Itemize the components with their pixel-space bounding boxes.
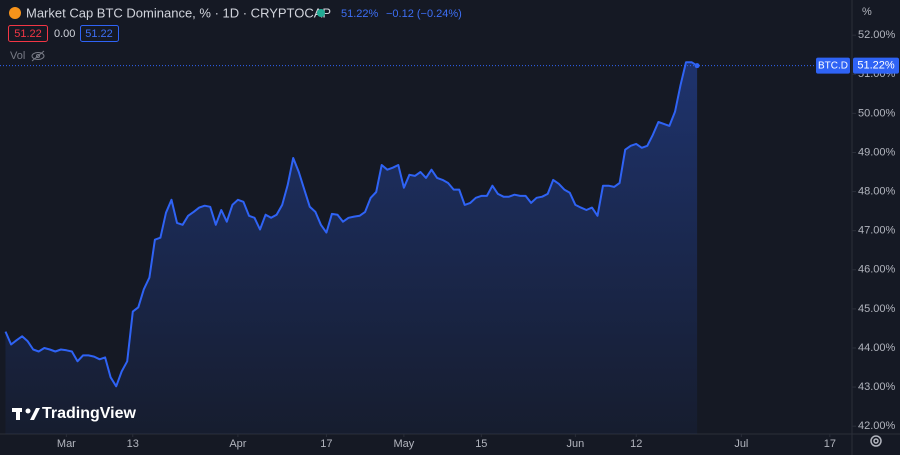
x-tick-label: Mar bbox=[57, 438, 76, 450]
y-tick-label: 46.00% bbox=[858, 264, 896, 276]
x-tick-label: 15 bbox=[475, 438, 487, 450]
y-tick-label: 44.00% bbox=[858, 342, 896, 354]
brand: TradingView bbox=[42, 405, 137, 422]
x-tick-label: 13 bbox=[127, 438, 139, 450]
last-point bbox=[694, 63, 700, 69]
box-value: 51.22 bbox=[85, 28, 113, 40]
logo bbox=[12, 408, 40, 420]
x-tick-label: Jul bbox=[734, 438, 748, 450]
x-tick-label: 17 bbox=[320, 438, 332, 450]
line bbox=[4, 61, 698, 388]
x-tick-label: Jun bbox=[567, 438, 585, 450]
eye-icon[interactable] bbox=[31, 50, 45, 62]
y-tick-label: 45.00% bbox=[858, 303, 896, 315]
vol-label: Vol bbox=[10, 50, 25, 62]
last-value: 51.22% bbox=[341, 8, 379, 20]
x-tick-label: 12 bbox=[630, 438, 642, 450]
y-tick-label: 48.00% bbox=[858, 185, 896, 197]
coin-icon bbox=[9, 7, 21, 19]
box bbox=[8, 25, 48, 42]
y-tick-label: 50.00% bbox=[858, 107, 896, 119]
y-tick-label: 47.00% bbox=[858, 225, 896, 237]
x-tick-label: May bbox=[393, 438, 414, 450]
price-tag-label: 51.22% bbox=[857, 60, 895, 72]
y-tick-label: 49.00% bbox=[858, 146, 896, 158]
axis-unit: % bbox=[862, 6, 872, 18]
x-tick-label: Apr bbox=[229, 438, 246, 450]
settings-icon[interactable] bbox=[870, 435, 882, 447]
price-tag-symbol-text: BTC.D bbox=[818, 60, 848, 71]
plot bbox=[0, 61, 852, 434]
box-value: 51.22 bbox=[14, 28, 42, 40]
y-tick-label: 52.00% bbox=[858, 29, 896, 41]
price-tag-symbol bbox=[816, 57, 850, 74]
change: −0.12 (−0.24%) bbox=[386, 8, 462, 20]
area-fill bbox=[5, 62, 698, 434]
x-tick-label: 17 bbox=[824, 438, 836, 450]
box bbox=[80, 25, 119, 42]
status-dot bbox=[317, 9, 325, 17]
chart-title: Market Cap BTC Dominance, % · 1D · CRYPT… bbox=[26, 5, 331, 20]
box-value: 0.00 bbox=[54, 28, 75, 40]
price-tag bbox=[853, 57, 899, 74]
y-tick-label: 43.00% bbox=[858, 381, 896, 393]
y-tick-label: 42.00% bbox=[858, 420, 896, 432]
